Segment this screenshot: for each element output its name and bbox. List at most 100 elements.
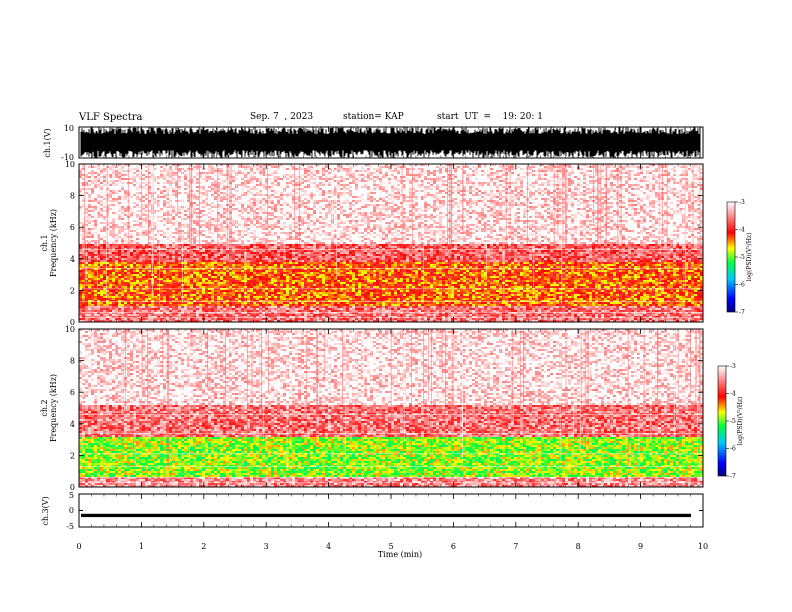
spectrogram-cell — [214, 170, 217, 172]
ch1-ylabel: ch.1(V) — [43, 128, 52, 157]
spectrogram-cell — [271, 184, 274, 186]
spectrogram-cell — [457, 166, 460, 168]
spectrogram-cell — [310, 176, 313, 178]
spectrogram-cell — [229, 172, 232, 174]
spectrogram-cell — [493, 178, 496, 180]
spectrogram-cell — [340, 186, 343, 188]
spectrogram-cell — [634, 182, 637, 184]
spectrogram-cell — [628, 186, 631, 188]
spectrogram-cell — [631, 170, 634, 172]
spectrogram-cell — [490, 184, 493, 186]
spectrogram-cell — [100, 188, 103, 190]
spectrogram-cell — [346, 188, 349, 190]
spectrogram-cell — [313, 174, 316, 176]
spectrogram-cell — [580, 186, 583, 188]
spectrogram-cell — [337, 188, 340, 190]
spectrogram-cell — [508, 174, 511, 176]
spectrogram-cell — [397, 178, 400, 180]
spectrogram-cell — [673, 182, 676, 184]
spectrogram-cell — [100, 176, 103, 178]
spectrogram-cell — [664, 170, 667, 172]
spectrogram-cell — [397, 192, 400, 194]
spectrogram-cell — [277, 190, 280, 192]
spectrogram-cell — [118, 172, 121, 174]
spectrogram-cell — [367, 188, 370, 190]
spectrogram-cell — [328, 176, 331, 178]
spectrogram-cell — [616, 178, 619, 180]
spectrogram-cell — [607, 188, 610, 190]
spectrogram-cell — [232, 166, 235, 168]
spectrogram-cell — [430, 182, 433, 184]
spectrogram-cell — [289, 190, 292, 192]
spectrogram-cell — [673, 180, 676, 182]
spectrogram-cell — [379, 190, 382, 192]
spectrogram-cell — [673, 168, 676, 170]
spectrogram-cell — [130, 168, 133, 170]
spectrogram-cell — [364, 174, 367, 176]
spectrogram-cell — [115, 168, 118, 170]
spectrogram-cell — [121, 176, 124, 178]
spectrogram-cell — [286, 190, 289, 192]
spectrogram-cell — [274, 170, 277, 172]
spectrogram-cell — [613, 168, 616, 170]
spectrogram-cell — [184, 176, 187, 178]
spectrogram-cell — [682, 166, 685, 168]
spectrogram-cell — [619, 166, 622, 168]
spectrogram-cell — [691, 174, 694, 176]
spectrogram-cell — [94, 170, 97, 172]
spectrogram-cell — [397, 172, 400, 174]
spectrogram-cell — [328, 182, 331, 184]
spectrogram-cell — [220, 176, 223, 178]
spectrogram-cell — [607, 192, 610, 194]
spectrogram-cell — [319, 192, 322, 194]
spectrogram-cell — [100, 186, 103, 188]
spectrogram-cell — [427, 170, 430, 172]
spectrogram-cell — [586, 184, 589, 186]
spectrogram-cell — [382, 166, 385, 168]
spectrogram-cell — [577, 190, 580, 192]
spectrogram-cell — [493, 180, 496, 182]
spectrogram-cell — [637, 166, 640, 168]
spectrogram-cell — [481, 166, 484, 168]
spectrogram-cell — [94, 168, 97, 170]
spectrogram-cell — [223, 186, 226, 188]
spectrogram-cell — [481, 194, 484, 196]
spectrogram-cell — [520, 178, 523, 180]
spectrogram-cell — [250, 178, 253, 180]
spectrogram-cell — [472, 186, 475, 188]
spectrogram-cell — [547, 168, 550, 170]
spectrogram-cell — [163, 192, 166, 194]
spectrogram-cell — [697, 180, 700, 182]
spectrogram-cell — [631, 178, 634, 180]
spectrogram-cell — [379, 180, 382, 182]
spectrogram-cell — [100, 174, 103, 176]
spectrogram-cell — [250, 176, 253, 178]
spectrogram-cell — [301, 194, 304, 196]
spectrogram-cell — [307, 176, 310, 178]
spectrogram-cell — [508, 192, 511, 194]
spectrogram-cell — [142, 168, 145, 170]
spectrogram-cell — [355, 188, 358, 190]
spectrogram-cell — [325, 184, 328, 186]
spectrogram-cell — [691, 172, 694, 174]
spectrogram-cell — [439, 176, 442, 178]
spectrogram-cell — [646, 170, 649, 172]
spectrogram-cell — [439, 190, 442, 192]
spectrogram-cell — [310, 166, 313, 168]
spectrogram-cell — [694, 178, 697, 180]
spectrogram-cell — [538, 184, 541, 186]
spectrogram-cell — [355, 190, 358, 192]
spectrogram-cell — [607, 184, 610, 186]
spectrogram-cell — [541, 194, 544, 196]
spectrogram-cell — [424, 172, 427, 174]
spectrogram-cell — [415, 182, 418, 184]
spectrogram-cell — [646, 186, 649, 188]
spectrogram-cell — [457, 172, 460, 174]
spectrogram-cell — [100, 180, 103, 182]
spectrogram-cell — [550, 170, 553, 172]
spectrogram-cell — [382, 194, 385, 196]
spectrogram-cell — [304, 170, 307, 172]
spectrogram-cell — [391, 174, 394, 176]
spectrogram-cell — [364, 192, 367, 194]
spectrogram-cell — [697, 174, 700, 176]
